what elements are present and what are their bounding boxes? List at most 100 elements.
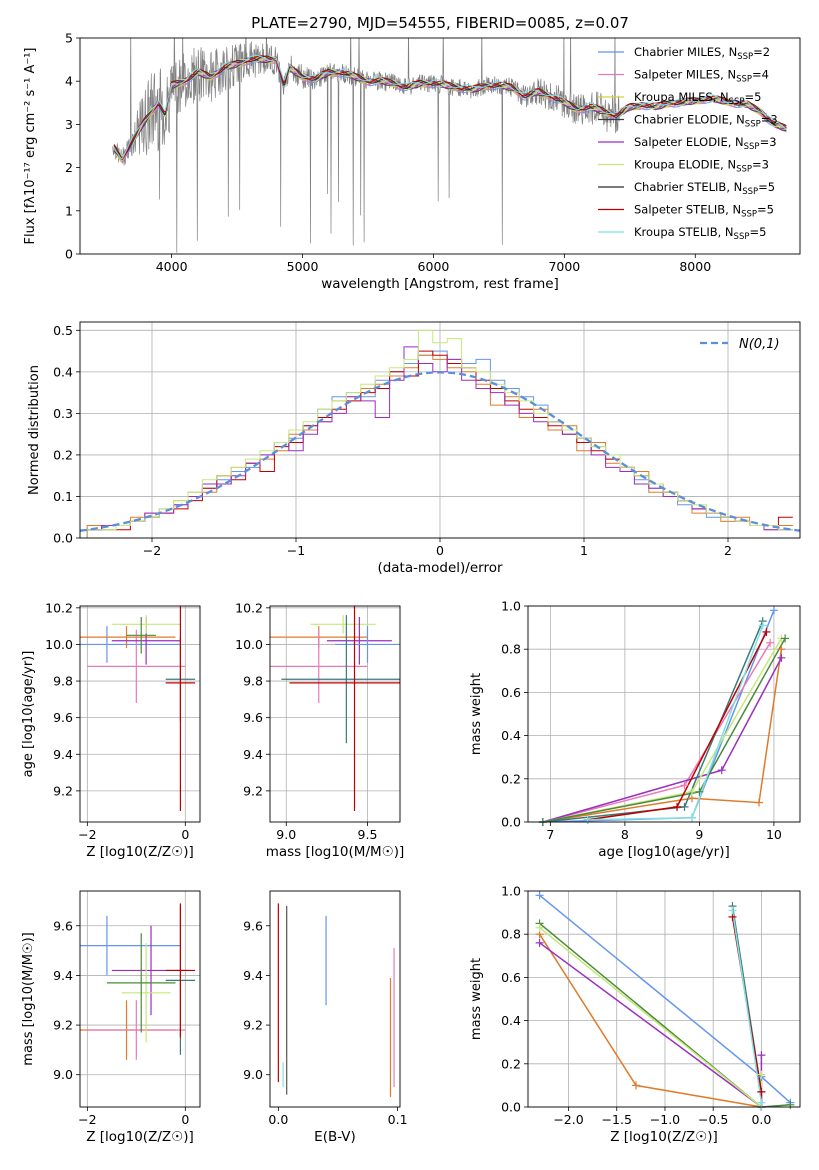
weight-series-marker [632, 1081, 641, 1090]
y-tick-label: 9.6 [53, 710, 73, 725]
plot-area [270, 606, 400, 812]
errorbar-point [87, 629, 186, 704]
weight-series-marker [673, 802, 682, 811]
axes-frame [79, 605, 201, 823]
y-tick-label: 0.4 [53, 364, 73, 379]
y-tick-label: 0.4 [501, 728, 521, 743]
x-tick-label: 8 [621, 827, 629, 842]
y-tick-label: 10.0 [235, 637, 263, 652]
x-tick-label: 8000 [679, 259, 711, 274]
y-tick-label: 9.0 [53, 1067, 73, 1082]
errorbar-point [106, 933, 176, 1033]
residual-histogram [86, 329, 793, 538]
x-axis-label: Z [log10(Z/Z☉)] [86, 1129, 194, 1145]
axes-frame [269, 605, 401, 823]
plot-area [80, 329, 800, 538]
y-tick-label: 9.6 [243, 918, 263, 933]
x-tick-label: 7000 [548, 259, 580, 274]
weight-series-marker [757, 1087, 766, 1096]
y-tick-label: 0.6 [501, 970, 521, 985]
errorbar-point [126, 616, 156, 654]
weight-series-marker [535, 938, 544, 947]
x-tick-label: −1.0 [650, 1112, 680, 1127]
x-tick-label: −2 [78, 827, 96, 842]
y-axis-label: mass weight [469, 958, 484, 1040]
x-tick-label: 0 [181, 1112, 189, 1127]
y-tick-label: 0.6 [501, 685, 521, 700]
legend-entry: Chabrier STELIB, NSSP=5 [634, 180, 775, 197]
plot-area [80, 606, 196, 812]
y-tick-label: 0.3 [53, 406, 73, 421]
y-tick-label: 5 [65, 31, 73, 46]
y-tick-label: 9.8 [53, 674, 73, 689]
weight-series-marker [762, 627, 771, 636]
y-tick-label: 2 [65, 160, 73, 175]
mass-vs-metallicity-panel: −2 0 9.0 9.2 9.4 9.6 Z [log10(Z/Z☉)] mass [log1… [21, 890, 201, 1145]
weight-series-line [542, 638, 783, 822]
weight-series-line [587, 625, 764, 821]
plot-area [277, 903, 395, 1098]
axes-frame [79, 37, 801, 255]
y-tick-label: 0.0 [501, 1100, 521, 1115]
legend-entry: Chabrier MILES, NSSP=2 [634, 45, 770, 62]
x-tick-label: 10 [766, 827, 782, 842]
weight-series-marker [755, 798, 764, 807]
y-tick-label: 0.2 [53, 447, 73, 462]
x-axis-label: E(B-V) [314, 1129, 356, 1145]
model-spectrum-line [113, 55, 787, 160]
model-spectrum-line [113, 56, 787, 157]
y-tick-label: 0.4 [501, 1013, 521, 1028]
legend-entry: Kroupa MILES, NSSP=5 [634, 90, 761, 107]
errorbar-point [326, 616, 392, 665]
axes-frame [79, 321, 801, 539]
legend-entry: Chabrier ELODIE, NSSP=3 [634, 113, 778, 130]
weight-series-marker [777, 645, 786, 654]
y-tick-label: 1.0 [501, 884, 521, 899]
age-vs-mass-panel: 9.0 9.5 9.2 9.4 9.6 9.8 10.0 10.2 mass [log10(M/… [235, 600, 404, 860]
plot-area [80, 903, 196, 1060]
x-tick-label: 0 [436, 543, 444, 558]
errorbar-point [165, 606, 196, 812]
legend-entry: N(0,1) [739, 337, 780, 352]
errorbar-point [80, 915, 181, 976]
weight-series-line [542, 642, 771, 822]
y-tick-label: 9.0 [243, 1067, 263, 1082]
y-tick-label: 9.2 [243, 1018, 263, 1033]
errorbar-point [87, 1000, 186, 1060]
weight-series-marker [687, 813, 696, 822]
x-tick-label: −1.5 [602, 1112, 632, 1127]
weight-series-marker [769, 606, 778, 615]
errorbar-point [310, 615, 376, 634]
model-spectrum-line [113, 55, 787, 159]
weight-series-marker [535, 923, 544, 932]
errorbar-point [80, 626, 181, 663]
legend-entry: Salpeter MILES, NSSP=4 [634, 68, 769, 85]
age-vs-metallicity-panel: −2 0 9.2 9.4 9.6 9.8 10.0 10.2 Z [log10(Z/Z☉)] ag… [21, 600, 201, 860]
legend-entry: Salpeter STELIB, NSSP=5 [634, 203, 774, 220]
weight-series-marker [680, 781, 689, 790]
weight-series-line [539, 942, 763, 1107]
legend-entry: Kroupa STELIB, NSSP=5 [634, 225, 766, 242]
weight-series-marker [777, 653, 786, 662]
x-tick-label: 0.1 [388, 1112, 408, 1127]
y-tick-label: 4 [65, 74, 73, 89]
y-tick-label: 3 [65, 117, 73, 132]
x-tick-label: 0.0 [751, 1112, 771, 1127]
x-tick-label: −1 [287, 543, 305, 558]
x-tick-label: −0.5 [698, 1112, 728, 1127]
x-axis-label: Z [log10(Z/Z☉)] [86, 844, 194, 860]
y-tick-label: 10.2 [45, 600, 73, 615]
y-tick-label: 10.2 [235, 600, 263, 615]
y-tick-label: 9.4 [243, 968, 263, 983]
y-tick-label: 0.2 [501, 1056, 521, 1071]
x-tick-label: 4000 [156, 259, 188, 274]
x-axis-label: wavelength [Angstrom, rest frame] [321, 276, 559, 292]
x-tick-label: −2 [78, 1112, 96, 1127]
axes-frame [527, 890, 801, 1108]
errorbar-point [121, 943, 171, 1043]
y-tick-label: 0.0 [53, 531, 73, 546]
weight-series-line [731, 910, 763, 1107]
y-tick-label: 10.0 [45, 637, 73, 652]
legend-entry: Kroupa ELODIE, NSSP=3 [634, 158, 769, 175]
mass-vs-extinction-panel: 0.0 0.1 9.0 9.2 9.4 9.6 E(B-V) [243, 890, 408, 1145]
